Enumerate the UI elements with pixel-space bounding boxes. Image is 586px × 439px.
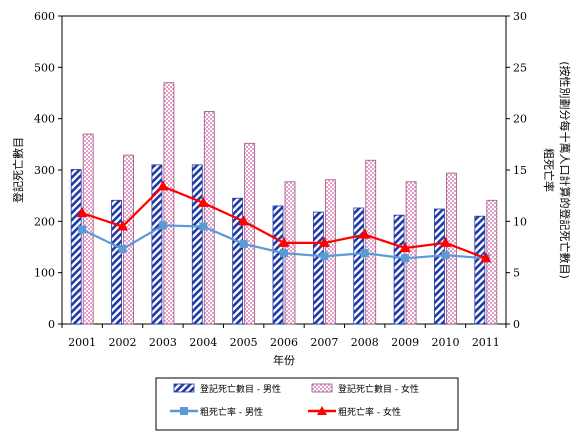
- x-tick-label: 2007: [310, 336, 338, 349]
- point-male-rate: [320, 252, 329, 261]
- y-axis-title: 登記死亡數目: [11, 137, 25, 203]
- point-male-rate: [360, 249, 369, 258]
- point-female-rate: [157, 180, 169, 191]
- y2-tick-label: 15: [513, 164, 527, 177]
- point-male-rate: [118, 245, 127, 254]
- point-male-rate: [199, 222, 208, 231]
- legend-label-male-rate: 粗死亡率 - 男性: [200, 406, 263, 418]
- bar-male-deaths: [272, 205, 284, 325]
- x-tick-label: 2009: [391, 336, 419, 349]
- y2-tick-label: 0: [513, 318, 520, 331]
- legend-marker-female-rate: [317, 406, 327, 415]
- legend-label-male-deaths: 登記死亡數目 - 男性: [200, 383, 281, 395]
- bar-male-deaths: [312, 211, 324, 325]
- point-female-rate: [480, 252, 492, 263]
- x-tick-label: 2010: [431, 336, 459, 349]
- x-tick-label: 2002: [109, 336, 137, 349]
- point-female-rate: [117, 220, 129, 231]
- legend-label-female-rate: 粗死亡率 - 女性: [338, 406, 401, 418]
- point-female-rate: [359, 228, 371, 239]
- point-male-rate: [239, 239, 248, 248]
- point-female-rate: [318, 236, 330, 247]
- bar-female-deaths: [405, 181, 417, 325]
- point-female-rate: [197, 196, 209, 207]
- x-axis-title: 年份: [273, 353, 295, 367]
- point-male-rate: [401, 254, 410, 263]
- bar-female-deaths: [123, 154, 134, 325]
- point-male-rate: [158, 221, 167, 230]
- y-tick-label: 500: [34, 61, 55, 74]
- y2-tick-label: 30: [513, 10, 527, 23]
- x-tick-label: 2005: [230, 336, 258, 349]
- point-female-rate: [278, 236, 290, 247]
- point-female-rate: [439, 236, 451, 247]
- legend: 登記死亡數目 - 男性 登記死亡數目 - 女性 粗死亡率 - 男性 粗死亡率 -…: [155, 377, 459, 431]
- bar-male-deaths: [353, 207, 365, 325]
- lines-layer: [76, 180, 492, 263]
- line-female-rate: [81, 185, 487, 260]
- y2-tick-label: 20: [513, 113, 527, 126]
- bar-male-deaths: [191, 164, 203, 325]
- legend-swatch-female-deaths: [311, 383, 333, 393]
- y-tick-label: 400: [34, 113, 55, 126]
- x-tick-label: 2006: [270, 336, 298, 349]
- x-tick-label: 2004: [189, 336, 217, 349]
- x-tick-label: 2011: [472, 336, 500, 349]
- legend-swatch-male-deaths: [173, 383, 195, 393]
- x-tick-label: 2008: [351, 336, 379, 349]
- bar-male-deaths: [111, 199, 122, 325]
- bar-female-deaths: [365, 159, 377, 325]
- x-tick-label: 2003: [149, 336, 177, 349]
- bar-male-deaths: [393, 214, 405, 325]
- x-axis-ticks: 2001 2002 2003 2004 2005 2006 2007 2008 2009 2010…: [61, 324, 507, 349]
- y-axis-ticks: 0 100 200 300 400 500 600: [34, 10, 62, 331]
- point-male-rate: [441, 251, 450, 260]
- legend-label-female-deaths: 登記死亡數目 - 女性: [338, 383, 419, 395]
- bar-male-deaths: [70, 169, 82, 325]
- bar-female-deaths: [324, 179, 336, 325]
- bar-male-deaths: [434, 208, 445, 325]
- bar-female-deaths: [244, 142, 256, 325]
- point-female-rate: [238, 215, 250, 226]
- y-tick-label: 600: [34, 10, 55, 23]
- y2-axis-ticks: 0 5 10 15 20 25 30: [506, 10, 527, 331]
- bar-male-deaths: [151, 164, 163, 325]
- y2-tick-label: 25: [513, 61, 527, 74]
- y2-axis-title-line2: (按性別劃分每十萬人口計算的登記死亡數目): [558, 61, 572, 279]
- point-male-rate: [78, 225, 87, 234]
- point-male-rate: [280, 249, 288, 258]
- y2-tick-label: 5: [513, 267, 520, 280]
- y-tick-label: 0: [48, 318, 55, 331]
- y2-tick-label: 10: [513, 215, 527, 228]
- legend-marker-male-rate: [180, 407, 188, 415]
- x-tick-label: 2001: [68, 336, 96, 349]
- bar-male-deaths: [232, 197, 244, 325]
- bar-female-deaths: [163, 82, 175, 325]
- y-tick-label: 200: [34, 215, 55, 228]
- point-female-rate: [399, 242, 411, 253]
- bar-female-deaths: [203, 111, 215, 325]
- bar-male-deaths: [474, 215, 486, 325]
- y-tick-label: 300: [34, 164, 55, 177]
- bar-female-deaths: [446, 172, 457, 325]
- y2-axis-title-line1: 粗死亡率: [542, 148, 556, 192]
- point-female-rate: [76, 207, 88, 218]
- y-tick-label: 100: [34, 267, 55, 280]
- bars-layer: [70, 82, 498, 325]
